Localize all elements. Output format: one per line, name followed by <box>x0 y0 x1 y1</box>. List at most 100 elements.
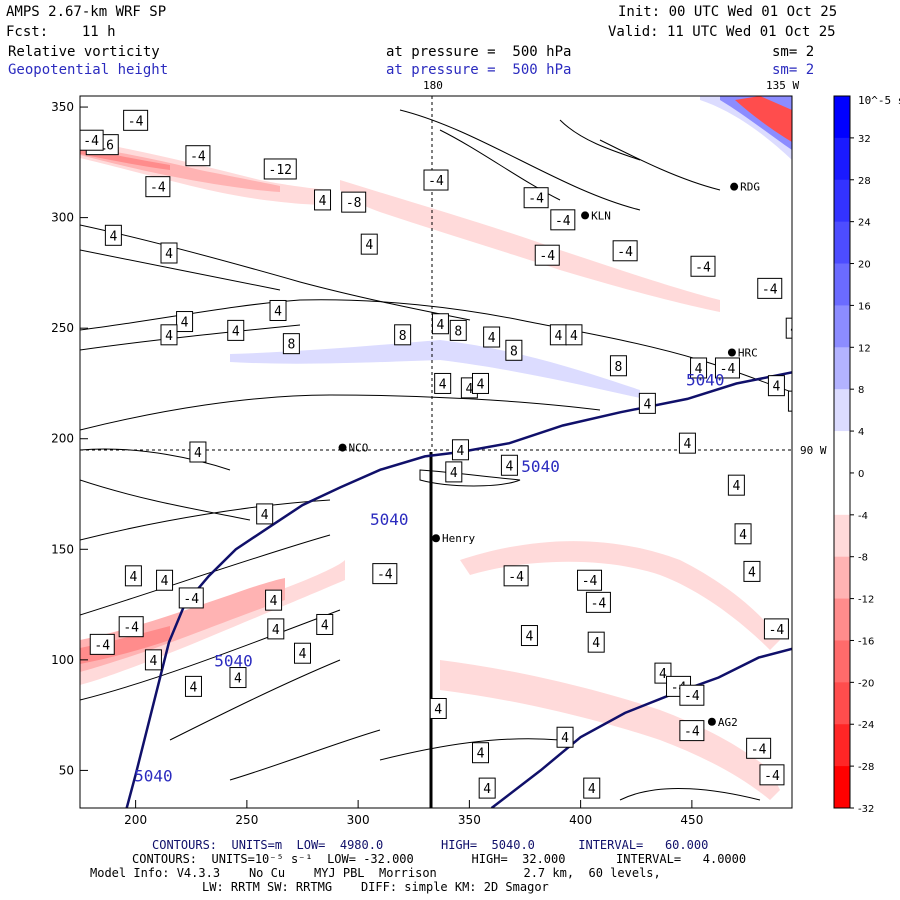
vort-value-label: 4 <box>165 247 173 262</box>
x-tick-label: 350 <box>458 813 481 827</box>
valid-time: Valid: 11 UTC Wed 01 Oct 25 <box>608 24 836 40</box>
vort-value-box <box>587 631 605 653</box>
vort-value-label: 4 <box>588 782 596 797</box>
colorbar-tick-label: 4 <box>858 427 864 438</box>
y-tick-label: 300 <box>51 211 74 225</box>
vort-value-box <box>767 375 785 397</box>
vort-value-label: -4 <box>769 623 785 638</box>
colorbar-swatch <box>834 179 850 223</box>
field2-smoothing: sm= 2 <box>772 62 815 78</box>
vort-value-box <box>189 441 207 463</box>
vort-contour <box>80 299 792 393</box>
vort-value-box <box>314 189 332 211</box>
vort-value-label: 4 <box>274 304 282 319</box>
colorbar-tick-label: 0 <box>858 469 864 480</box>
vort-value-box <box>144 649 162 671</box>
vort-value-box <box>394 324 412 346</box>
vort-value-label: 4 <box>477 377 485 392</box>
colorbar-tick-label: -24 <box>858 720 874 731</box>
vort-band-neg-mid <box>340 180 720 312</box>
vort-value-label: 4 <box>321 618 329 633</box>
lon-label-90w: 90 W <box>800 444 827 457</box>
footer-model-info: Model Info: V4.3.3 No Cu MYJ PBL Morriso… <box>90 866 661 880</box>
vort-value-label: 4 <box>232 324 240 339</box>
vort-value-label: 8 <box>615 360 623 375</box>
colorbar-tick-label: 12 <box>858 343 871 354</box>
colorbar-swatch <box>834 598 850 641</box>
vort-value-label: 4 <box>129 570 137 585</box>
vort-value-label: -4 <box>539 249 555 264</box>
init-time: Init: 00 UTC Wed 01 Oct 25 <box>618 4 838 20</box>
y-tick-label: 250 <box>51 321 74 335</box>
vort-value-label: -4 <box>582 574 598 589</box>
vort-value-box <box>743 560 761 582</box>
vort-value-box <box>124 565 142 587</box>
forecast-hour: Fcst: 11 h <box>6 24 116 40</box>
vort-value-box <box>690 357 708 379</box>
colorbar-swatch <box>834 96 850 139</box>
vort-value-label: 4 <box>365 238 373 253</box>
footer-height-contours: CONTOURS: UNITS=m LOW= 4980.0 HIGH= 5040… <box>152 838 709 852</box>
model-title: AMPS 2.67-km WRF SP <box>6 4 167 20</box>
colorbar-tick-label: -16 <box>858 636 874 647</box>
station-marker <box>730 182 739 191</box>
vort-value-box <box>265 589 283 611</box>
height-contour-5040 <box>490 647 792 808</box>
colorbar-swatch <box>834 263 850 306</box>
vort-value-label: 4 <box>190 680 198 695</box>
vort-value-label: 4 <box>526 630 534 645</box>
vort-value-box <box>185 145 211 167</box>
vort-value-label: -4 <box>762 282 778 297</box>
x-tick-label: 200 <box>124 813 147 827</box>
vort-value-box <box>176 311 194 333</box>
colorbar-tick-label: 20 <box>858 260 871 271</box>
vort-value-box <box>178 587 204 609</box>
vort-value-label: 4 <box>561 731 569 746</box>
colorbar-swatch <box>834 556 850 600</box>
vort-value-box <box>445 461 463 483</box>
colorbar-tick-label: -28 <box>858 762 874 773</box>
vort-value-label: -4 <box>123 621 139 636</box>
vort-value-box <box>759 764 785 786</box>
vort-value-label: 4 <box>465 382 473 397</box>
vort-band-neg-top-inner <box>80 146 280 192</box>
height-contour-label: 5040 <box>370 510 409 529</box>
vort-value-label: 4 <box>477 747 485 762</box>
colorbar-swatch <box>834 347 850 390</box>
vort-value-label: 4 <box>684 437 692 452</box>
vort-value-box <box>341 191 367 213</box>
vort-value-label: 4 <box>450 466 458 481</box>
station-marker <box>707 717 716 726</box>
station-label: HRC <box>738 346 758 359</box>
vort-value-box <box>638 392 656 414</box>
y-tick-label: 350 <box>51 100 74 114</box>
vort-value-box <box>372 563 398 585</box>
vort-value-box <box>757 277 783 299</box>
vort-value-box <box>785 317 792 339</box>
y-tick-label: 200 <box>51 432 74 446</box>
vort-value-label: 4 <box>643 397 651 412</box>
colorbar-swatch <box>834 431 850 474</box>
field2-name: Geopotential height <box>8 62 169 78</box>
lon-label-135w: 135 W <box>766 79 800 92</box>
colorbar-tick-label: -12 <box>858 595 874 606</box>
colorbar-tick-label: 28 <box>858 176 871 187</box>
vort-value-label: -4 <box>684 725 700 740</box>
vort-value-label: 4 <box>773 380 781 395</box>
vort-value-label: -4 <box>764 769 780 784</box>
vort-value-box <box>256 503 274 525</box>
vort-value-box <box>523 187 549 209</box>
colorbar-tick-label: -8 <box>858 553 868 564</box>
field2-level: at pressure = 500 hPa <box>386 62 572 78</box>
vort-value-label: 4 <box>439 377 447 392</box>
vort-contour <box>80 499 331 541</box>
colorbar-swatch <box>834 305 850 348</box>
vort-value-box <box>80 129 104 151</box>
vort-value-box <box>577 569 603 591</box>
vort-value-box <box>678 432 696 454</box>
vort-value-label: 4 <box>793 395 801 410</box>
colorbar-swatch <box>834 472 850 516</box>
vort-value-box <box>565 324 583 346</box>
y-tick-label: 100 <box>51 653 74 667</box>
